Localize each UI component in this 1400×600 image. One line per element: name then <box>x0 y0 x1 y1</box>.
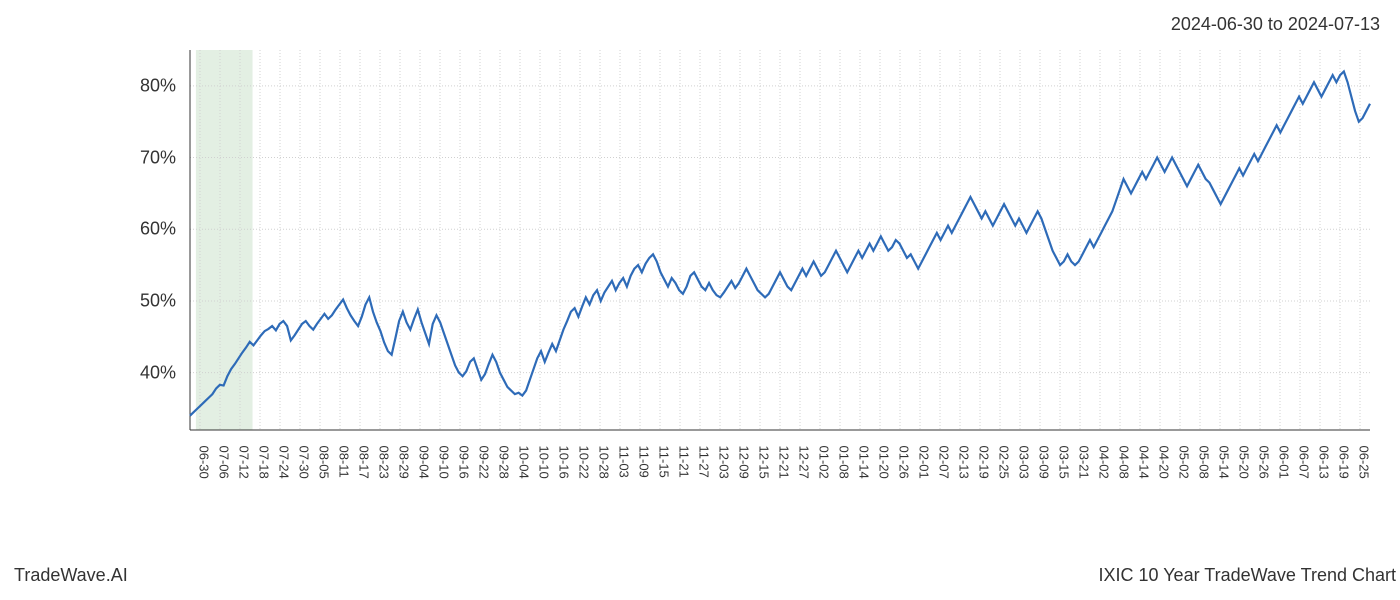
x-tick-label: 06-25 <box>1357 446 1372 479</box>
x-tick-label: 06-30 <box>197 446 212 479</box>
x-tick-label: 07-12 <box>237 446 252 479</box>
x-tick-label: 02-07 <box>937 446 952 479</box>
x-tick-label: 09-28 <box>497 446 512 479</box>
y-tick-label: 60% <box>140 219 190 240</box>
x-tick-label: 12-15 <box>757 446 772 479</box>
x-tick-label: 12-21 <box>777 446 792 479</box>
x-tick-label: 08-23 <box>377 446 392 479</box>
x-tick-label: 04-08 <box>1117 446 1132 479</box>
x-tick-label: 03-21 <box>1077 446 1092 479</box>
x-tick-label: 03-03 <box>1017 446 1032 479</box>
y-tick-label: 40% <box>140 362 190 383</box>
x-tick-label: 10-28 <box>597 446 612 479</box>
x-tick-label: 02-25 <box>997 446 1012 479</box>
x-tick-label: 09-10 <box>437 446 452 479</box>
x-tick-label: 10-10 <box>537 446 552 479</box>
x-tick-label: 05-26 <box>1257 446 1272 479</box>
x-tick-label: 08-05 <box>317 446 332 479</box>
x-tick-label: 08-29 <box>397 446 412 479</box>
y-tick-label: 50% <box>140 290 190 311</box>
x-tick-label: 12-09 <box>737 446 752 479</box>
x-tick-label: 05-14 <box>1217 446 1232 479</box>
x-tick-label: 06-01 <box>1277 446 1292 479</box>
y-tick-label: 70% <box>140 147 190 168</box>
chart-svg <box>190 50 1370 430</box>
x-tick-label: 11-21 <box>677 446 692 478</box>
x-tick-label: 02-19 <box>977 446 992 479</box>
x-tick-label: 07-30 <box>297 446 312 479</box>
x-tick-label: 01-20 <box>877 446 892 479</box>
x-tick-label: 11-27 <box>697 446 712 478</box>
x-tick-label: 06-19 <box>1337 446 1352 479</box>
x-tick-label: 05-02 <box>1177 446 1192 479</box>
x-tick-label: 02-13 <box>957 446 972 479</box>
x-tick-label: 08-17 <box>357 446 372 479</box>
x-tick-label: 04-02 <box>1097 446 1112 479</box>
chart-plot-area: 40%50%60%70%80% 06-3007-0607-1207-1807-2… <box>190 50 1370 430</box>
x-tick-label: 10-16 <box>557 446 572 479</box>
x-tick-label: 06-13 <box>1317 446 1332 479</box>
chart-container: 2024-06-30 to 2024-07-13 40%50%60%70%80%… <box>0 0 1400 600</box>
x-tick-label: 02-01 <box>917 446 932 479</box>
x-tick-label: 04-20 <box>1157 446 1172 479</box>
x-tick-label: 07-18 <box>257 446 272 479</box>
x-tick-label: 09-22 <box>477 446 492 479</box>
x-tick-label: 01-14 <box>857 446 872 479</box>
x-tick-label: 11-09 <box>637 446 652 478</box>
date-range-label: 2024-06-30 to 2024-07-13 <box>1171 14 1380 35</box>
chart-title: IXIC 10 Year TradeWave Trend Chart <box>1099 565 1397 586</box>
x-tick-label: 06-07 <box>1297 446 1312 479</box>
x-tick-label: 10-04 <box>517 446 532 479</box>
brand-label: TradeWave.AI <box>14 565 128 586</box>
x-tick-label: 05-20 <box>1237 446 1252 479</box>
x-tick-label: 12-03 <box>717 446 732 479</box>
x-tick-label: 07-24 <box>277 446 292 479</box>
x-tick-label: 12-27 <box>797 446 812 479</box>
x-tick-label: 03-09 <box>1037 446 1052 479</box>
x-tick-label: 11-03 <box>617 446 632 478</box>
x-tick-label: 09-16 <box>457 446 472 479</box>
x-tick-label: 01-08 <box>837 446 852 479</box>
x-tick-label: 11-15 <box>657 446 672 478</box>
x-tick-label: 10-22 <box>577 446 592 479</box>
x-tick-label: 01-02 <box>817 446 832 479</box>
x-tick-label: 09-04 <box>417 446 432 479</box>
x-tick-label: 05-08 <box>1197 446 1212 479</box>
x-tick-label: 01-26 <box>897 446 912 479</box>
x-tick-label: 04-14 <box>1137 446 1152 479</box>
x-tick-label: 08-11 <box>337 446 352 478</box>
x-tick-label: 03-15 <box>1057 446 1072 479</box>
x-tick-label: 07-06 <box>217 446 232 479</box>
y-tick-label: 80% <box>140 75 190 96</box>
